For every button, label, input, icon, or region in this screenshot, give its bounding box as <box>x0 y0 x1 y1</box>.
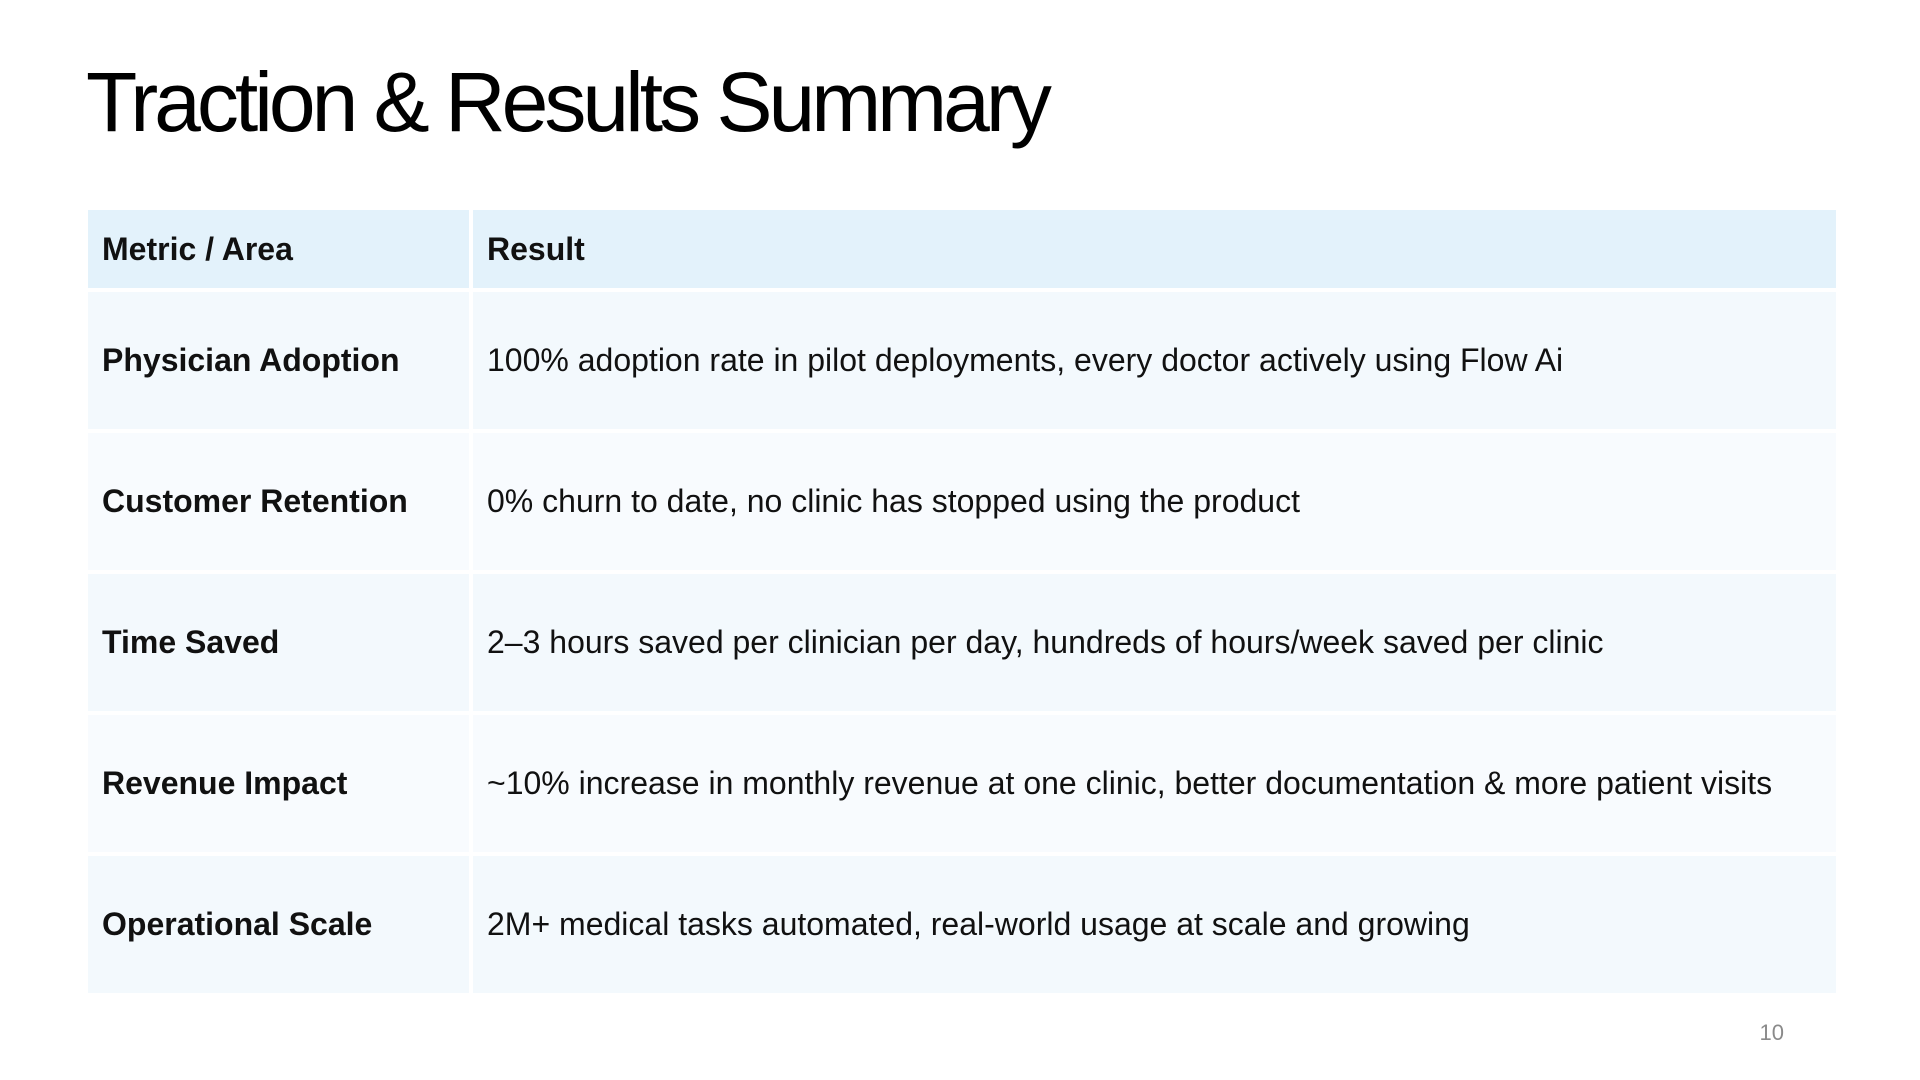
slide-title: Traction & Results Summary <box>86 55 1052 149</box>
metric-cell: Revenue Impact <box>88 715 469 852</box>
table-row: Operational Scale 2M+ medical tasks auto… <box>88 856 1836 993</box>
table-row: Revenue Impact ~10% increase in monthly … <box>88 715 1836 852</box>
table-header-row: Metric / Area Result <box>88 210 1836 288</box>
slide-page-number: 10 <box>1759 1020 1784 1045</box>
metric-cell: Customer Retention <box>88 433 469 570</box>
header-metric-area: Metric / Area <box>88 210 469 288</box>
header-result: Result <box>473 210 1836 288</box>
result-cell: 100% adoption rate in pilot deployments,… <box>473 292 1836 429</box>
metric-cell: Physician Adoption <box>88 292 469 429</box>
table-row: Customer Retention 0% churn to date, no … <box>88 433 1836 570</box>
result-cell: 0% churn to date, no clinic has stopped … <box>473 433 1836 570</box>
result-cell: ~10% increase in monthly revenue at one … <box>473 715 1836 852</box>
metric-cell: Time Saved <box>88 574 469 711</box>
metric-cell: Operational Scale <box>88 856 469 993</box>
table-row: Time Saved 2–3 hours saved per clinician… <box>88 574 1836 711</box>
result-cell: 2–3 hours saved per clinician per day, h… <box>473 574 1836 711</box>
table-row: Physician Adoption 100% adoption rate in… <box>88 292 1836 429</box>
result-cell: 2M+ medical tasks automated, real-world … <box>473 856 1836 993</box>
results-table: Metric / Area Result Physician Adoption … <box>84 206 1840 997</box>
